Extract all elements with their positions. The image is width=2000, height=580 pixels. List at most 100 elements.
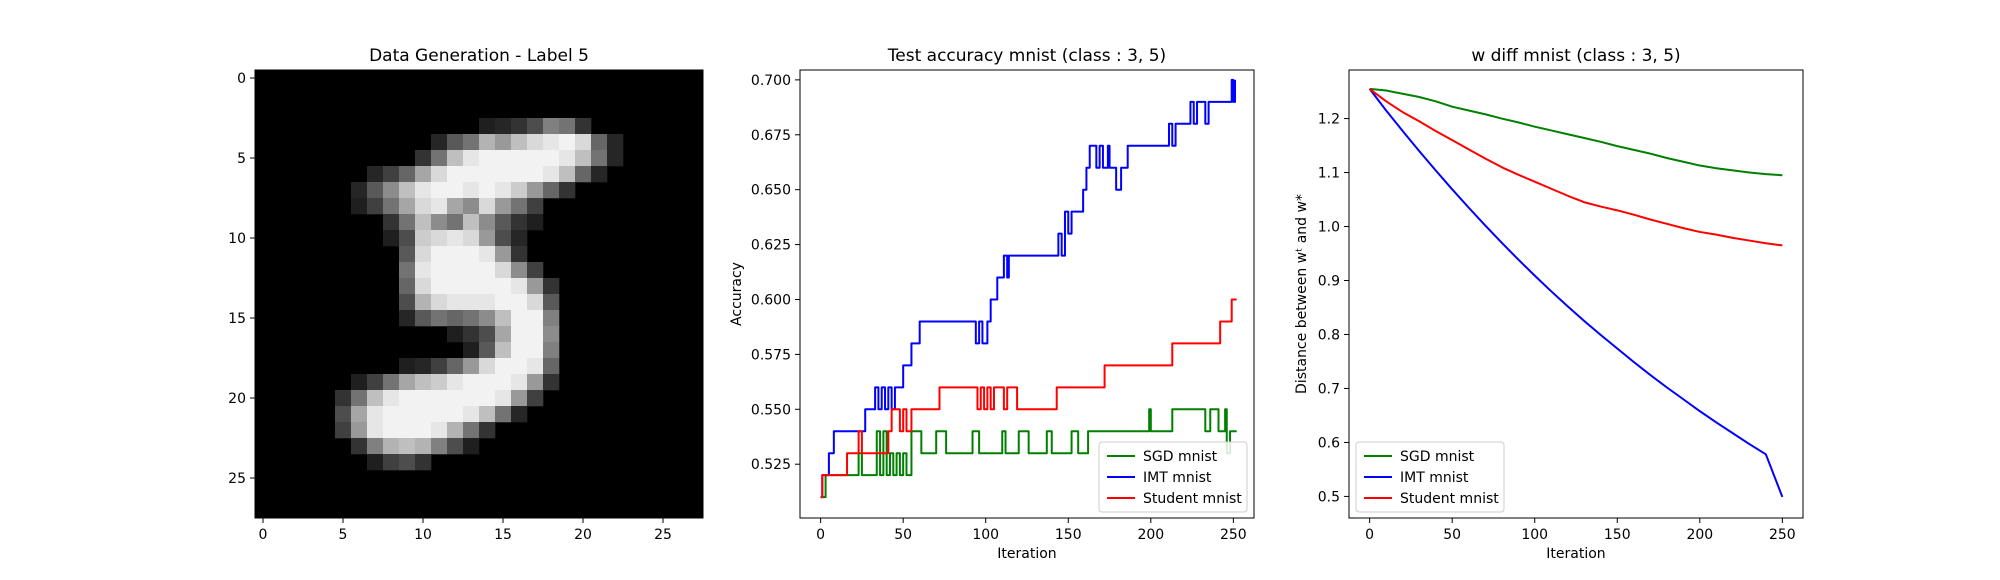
image-pixel <box>511 214 528 231</box>
image-pixel <box>383 182 400 199</box>
image-pixel <box>463 294 480 311</box>
y-tick-label: 0.6 <box>1318 435 1340 451</box>
image-pixel <box>367 166 384 183</box>
legend-label-sgd: SGD mnist <box>1143 449 1218 465</box>
panel1-y-ticks: 0 5 10 15 20 25 <box>228 71 255 487</box>
panel-data-generation: Data Generation - Label 5 0 5 10 15 20 25 0 5 1… <box>228 46 704 543</box>
image-pixel <box>399 166 416 183</box>
image-pixel <box>479 406 496 423</box>
y-tick-label: 0.525 <box>751 457 791 473</box>
panel2-title: Test accuracy mnist (class : 3, 5) <box>887 46 1166 66</box>
image-pixel <box>447 278 464 295</box>
image-pixel <box>431 278 448 295</box>
image-pixel <box>543 278 560 295</box>
accuracy-lines <box>820 78 1237 499</box>
x-tick-label: 150 <box>1604 527 1631 543</box>
image-pixel <box>479 246 496 263</box>
y-tick-label: 0.675 <box>751 128 791 144</box>
image-pixel <box>495 230 512 247</box>
image-pixel <box>447 390 464 407</box>
image-pixel <box>351 390 368 407</box>
image-pixel <box>351 438 368 455</box>
image-pixel <box>543 150 560 167</box>
image-pixel <box>447 438 464 455</box>
image-pixel <box>463 262 480 279</box>
image-pixel <box>447 374 464 391</box>
series-line-student-mnist <box>1369 88 1783 247</box>
image-pixel <box>415 214 432 231</box>
panel3-y-ticks: 0.5 0.6 0.7 0.8 0.9 1.0 1.1 1.2 <box>1318 112 1349 505</box>
image-pixel <box>543 134 560 151</box>
image-pixel <box>479 310 496 327</box>
y-tick-label: 1.2 <box>1318 112 1340 128</box>
image-pixel <box>447 134 464 151</box>
y-tick-label: 0.700 <box>751 73 791 89</box>
image-pixel <box>495 374 512 391</box>
image-pixel <box>447 294 464 311</box>
image-pixel <box>447 310 464 327</box>
x-tick-label: 50 <box>1443 527 1461 543</box>
legend-label-student: Student mnist <box>1143 491 1242 507</box>
image-pixel <box>463 438 480 455</box>
image-pixel <box>431 406 448 423</box>
y-tick-label: 15 <box>228 311 246 327</box>
image-pixel <box>527 310 544 327</box>
image-pixel <box>527 134 544 151</box>
image-pixel <box>399 390 416 407</box>
image-pixel <box>351 182 368 199</box>
image-pixel <box>559 150 576 167</box>
y-tick-label: 0.5 <box>1318 489 1340 505</box>
image-pixel <box>335 390 352 407</box>
image-pixel <box>479 150 496 167</box>
image-pixel <box>383 454 400 471</box>
image-pixel <box>495 294 512 311</box>
image-pixel <box>543 358 560 375</box>
x-tick-label: 200 <box>1137 527 1164 543</box>
image-pixel <box>399 438 416 455</box>
image-pixel <box>591 150 608 167</box>
image-pixel <box>479 134 496 151</box>
image-pixel <box>447 406 464 423</box>
image-pixel <box>479 214 496 231</box>
image-pixel <box>479 166 496 183</box>
x-tick-label: 150 <box>1055 527 1082 543</box>
image-pixel <box>479 262 496 279</box>
image-pixel <box>335 422 352 439</box>
image-pixel <box>367 390 384 407</box>
image-pixel <box>351 406 368 423</box>
image-pixel <box>415 198 432 215</box>
image-pixel <box>399 230 416 247</box>
legend-label-imt: IMT mnist <box>1400 470 1469 486</box>
image-pixel <box>543 374 560 391</box>
image-pixel <box>447 262 464 279</box>
image-pixel <box>495 326 512 343</box>
x-tick-label: 250 <box>1220 527 1247 543</box>
image-pixel <box>511 134 528 151</box>
x-tick-label: 100 <box>972 527 999 543</box>
image-pixel <box>495 166 512 183</box>
image-pixel <box>335 406 352 423</box>
y-tick-label: 0 <box>237 71 246 87</box>
image-pixel <box>511 358 528 375</box>
image-pixel <box>527 374 544 391</box>
image-pixel <box>447 198 464 215</box>
image-pixel <box>511 310 528 327</box>
image-pixel <box>479 326 496 343</box>
image-pixel <box>463 358 480 375</box>
image-pixel <box>479 230 496 247</box>
image-pixel <box>447 166 464 183</box>
distance-lines <box>1368 87 1784 498</box>
image-pixel <box>431 374 448 391</box>
image-pixel <box>575 134 592 151</box>
panel2-legend: SGD mnist IMT mnist Student mnist <box>1098 441 1248 513</box>
image-pixel <box>367 422 384 439</box>
image-pixel <box>431 438 448 455</box>
y-tick-label: 0.625 <box>751 238 791 254</box>
x-tick-label: 0 <box>1365 527 1374 543</box>
image-pixel <box>463 326 480 343</box>
image-pixel <box>367 198 384 215</box>
panel2-y-ticks: 0.525 0.550 0.575 0.600 0.625 0.650 0.675 0.700 <box>751 73 800 473</box>
image-pixel <box>495 182 512 199</box>
image-pixel <box>527 342 544 359</box>
